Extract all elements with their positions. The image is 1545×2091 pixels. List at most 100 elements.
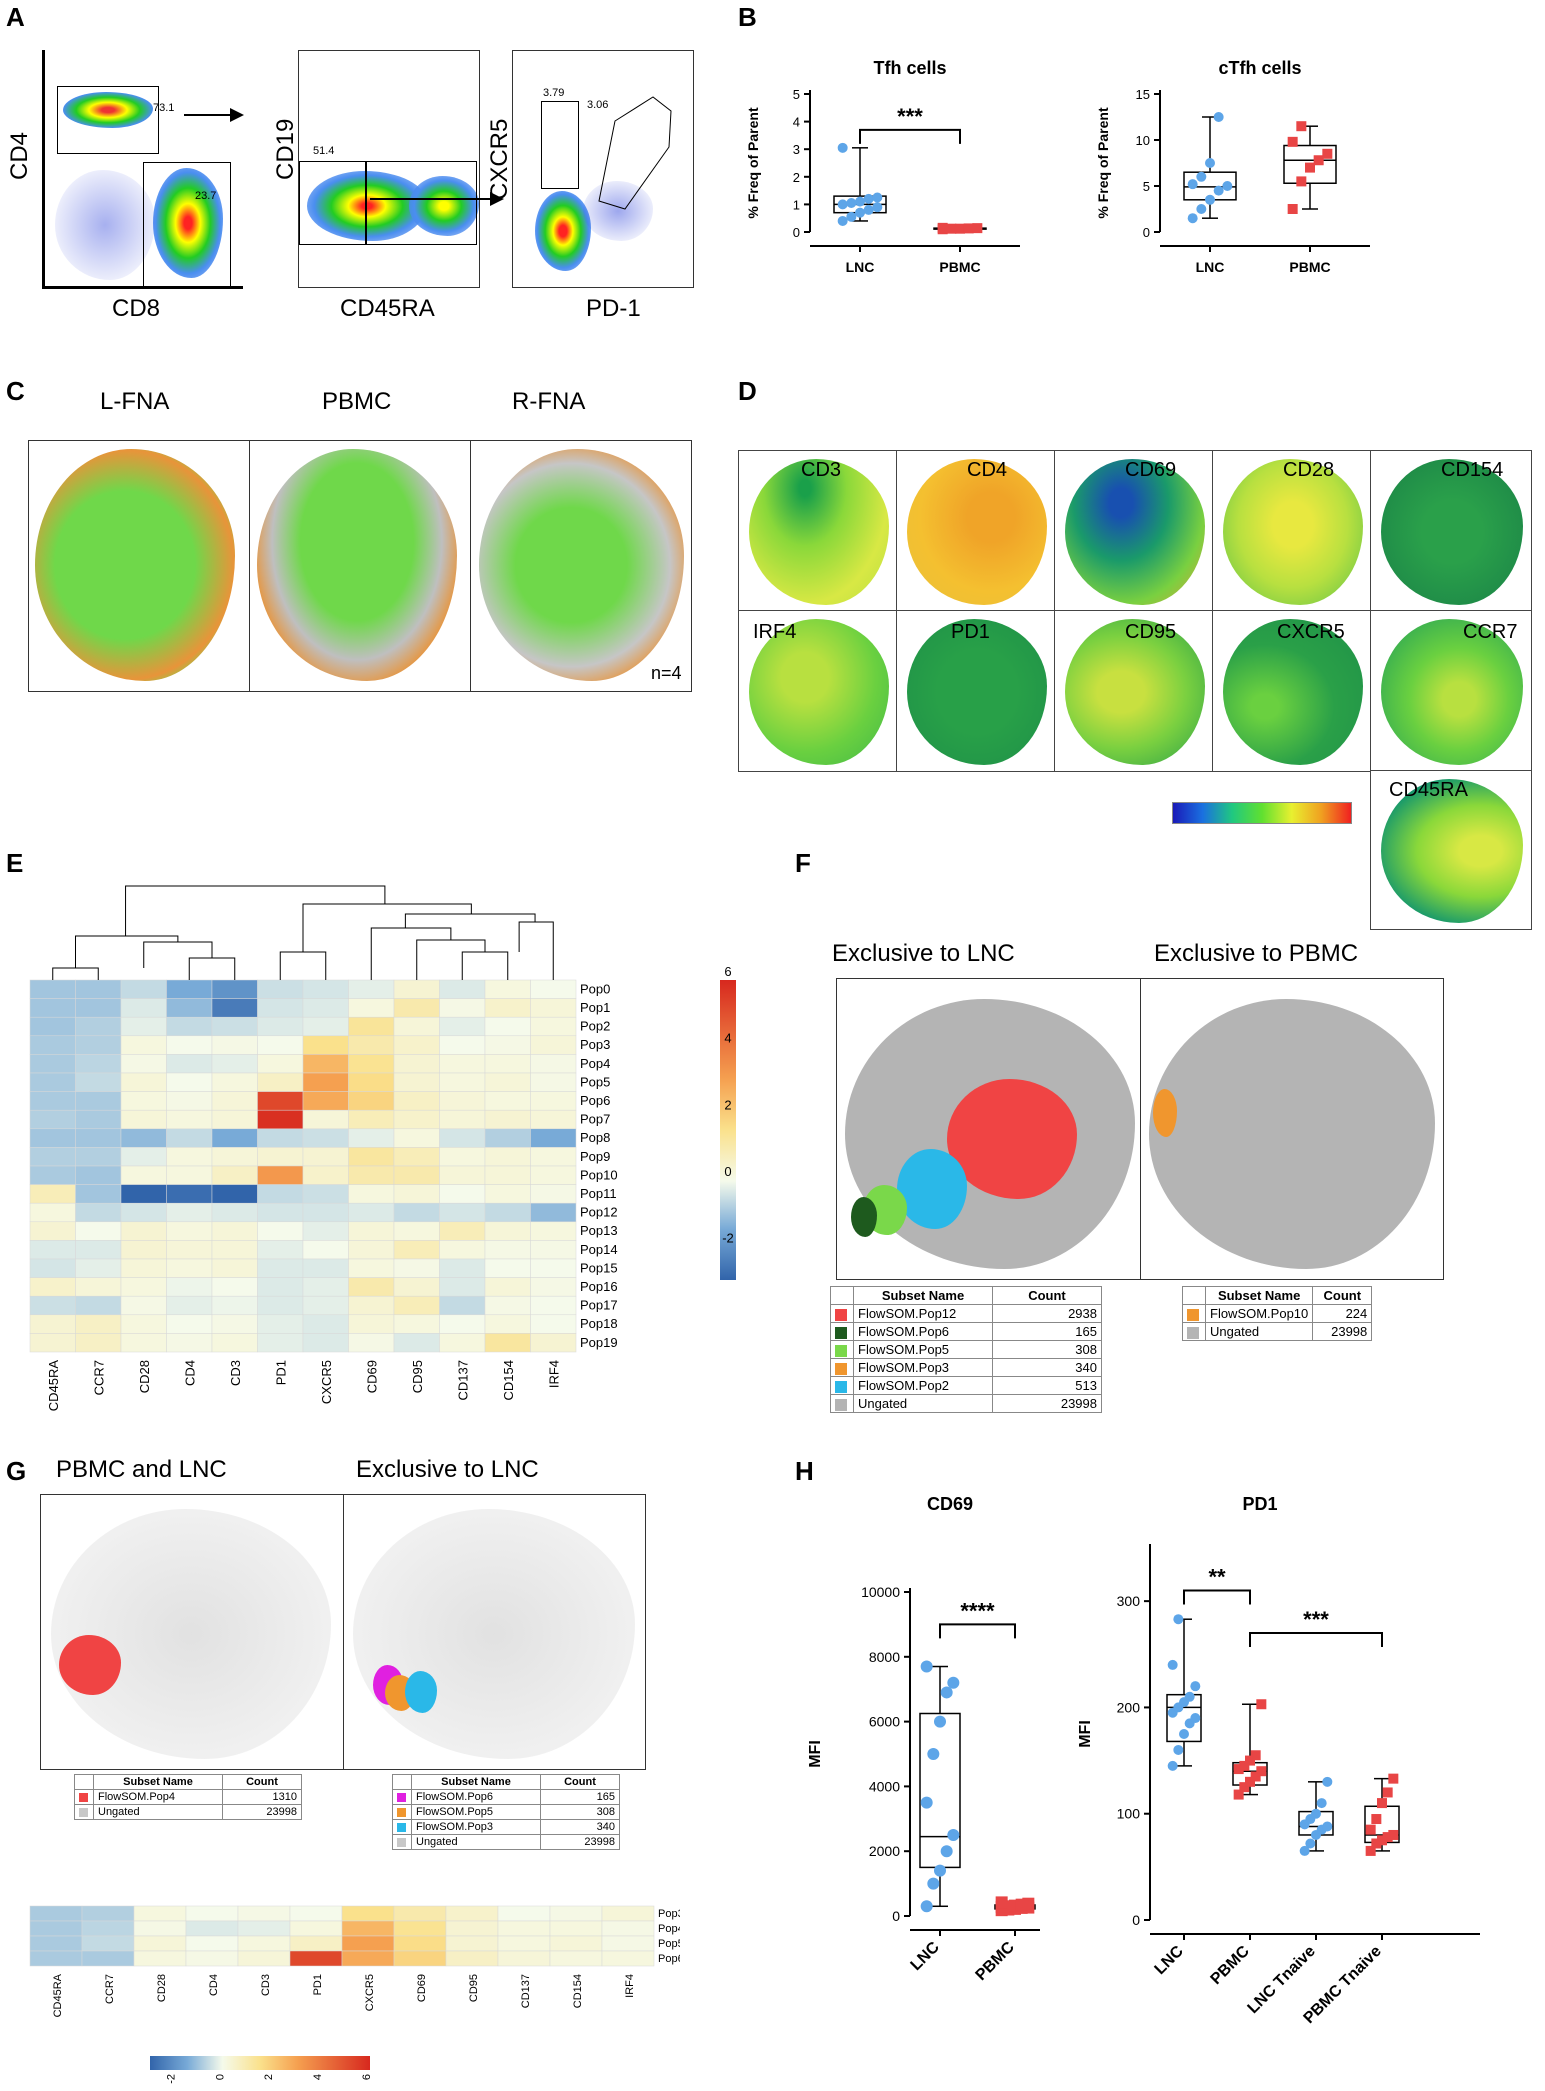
- heatmap-cell: [75, 1035, 122, 1055]
- data-point: [1205, 158, 1215, 168]
- heatmap-cell: [120, 1091, 167, 1111]
- marker-label: CD45RA: [1389, 779, 1468, 801]
- tile-cd28: CD28: [1212, 450, 1372, 612]
- title-exclusive-lnc: Exclusive to LNC: [832, 940, 1015, 967]
- heatmap-cell: [439, 1109, 486, 1130]
- heatmap-cell: [257, 1258, 304, 1278]
- heatmap-cell: [75, 1128, 122, 1148]
- heatmap-cell: [29, 1072, 76, 1092]
- colorbar-expression: [1172, 802, 1352, 824]
- colorbar-tick-label: 2: [724, 1097, 731, 1112]
- heatmap-cell: [439, 1258, 486, 1278]
- heatmap-cell: [257, 1221, 304, 1241]
- heatmap-cell: [133, 1905, 187, 1922]
- heatmap-cell: [484, 1054, 531, 1074]
- heatmap-cell: [439, 1016, 486, 1037]
- table-header: Subset Name: [93, 1774, 223, 1790]
- heatmap-cell: [530, 1128, 577, 1148]
- marker-label: CD69: [1125, 459, 1177, 481]
- heatmap-cell: [29, 998, 76, 1018]
- heatmap-cell: [211, 1035, 258, 1055]
- heatmap-cell: [237, 1920, 291, 1937]
- heatmap-cell: [393, 1054, 440, 1074]
- table-row: Ungated 23998: [1182, 1322, 1373, 1341]
- heatmap-cell: [120, 1184, 167, 1204]
- heatmap-cell: [601, 1920, 655, 1937]
- heatmap-cell: [302, 1109, 349, 1130]
- dendrogram-branch: [52, 967, 99, 980]
- chart-cd69-mfi: CD69 MFI 0 2000 4000 6000 8000 10000 LNC PBMC ****: [807, 1494, 1040, 1984]
- heatmap-cell: [211, 1240, 258, 1260]
- axis-label-cd4: CD4: [6, 131, 33, 180]
- significance-stars: ****: [960, 1598, 995, 1623]
- heatmap-cell: [133, 1950, 187, 1967]
- heatmap-cell: [211, 1333, 258, 1353]
- dendrogram-branch: [75, 935, 179, 968]
- colorbar-tick-label: 4: [724, 1031, 731, 1046]
- heatmap-cell: [445, 1920, 499, 1937]
- table-row: FlowSOM.Pop4 1310: [74, 1789, 302, 1805]
- table-header: Subset Name: [411, 1774, 541, 1790]
- heatmap-cell: [75, 1054, 122, 1074]
- heatmap-cell: [75, 1109, 122, 1130]
- heatmap-cell: [393, 1221, 440, 1241]
- heatmap-cell: [257, 1295, 304, 1316]
- box-iqr: [1166, 1693, 1202, 1743]
- y-tick-label: 10: [1136, 133, 1150, 148]
- row-label: Pop16: [580, 1279, 618, 1294]
- data-point: [1190, 1681, 1201, 1692]
- row-label: Pop10: [580, 1167, 618, 1182]
- panel-f: Exclusive to LNC Exclusive to PBMC Subse…: [820, 940, 1540, 1413]
- heatmap-cell: [445, 1950, 499, 1967]
- heatmap-cell: [166, 1035, 213, 1055]
- column-label: CXCR5: [319, 1360, 334, 1404]
- heatmap-cell: [484, 1258, 531, 1278]
- heatmap-cell: [439, 1147, 486, 1167]
- colorbar-tick-label: 0: [724, 1164, 731, 1179]
- heatmap-cell: [120, 998, 167, 1018]
- panel-label-f: F: [795, 848, 811, 878]
- heatmap-cell: [484, 1184, 531, 1204]
- heatmap-cell: [75, 1258, 122, 1278]
- y-tick-label: 6000: [869, 1714, 900, 1730]
- data-point: [846, 211, 857, 222]
- y-tick-label: 8000: [869, 1649, 900, 1665]
- gate-value: 23.7: [195, 190, 217, 202]
- chart-title: cTfh cells: [1218, 60, 1301, 78]
- heatmap-cell: [120, 1202, 167, 1223]
- column-label: CCR7: [104, 1974, 116, 2004]
- heatmap-cell: [120, 1147, 167, 1167]
- heatmap-cell: [211, 1258, 258, 1278]
- heatmap-cell: [530, 1165, 577, 1185]
- heatmap-cell: [530, 1184, 577, 1204]
- panel-label-a: A: [6, 2, 25, 32]
- y-tick-label: 100: [1117, 1806, 1141, 1822]
- y-tick-label: 4: [793, 115, 800, 130]
- panel-label-h: H: [795, 1456, 814, 1486]
- table-header: Count: [540, 1774, 620, 1790]
- data-point: [927, 1877, 940, 1890]
- row-label: Pop5: [580, 1074, 610, 1089]
- data-point: [1015, 1898, 1028, 1911]
- data-point: [1377, 1835, 1387, 1846]
- heatmap-cell: [445, 1935, 499, 1952]
- heatmap-cell: [348, 998, 395, 1018]
- data-point: [1187, 213, 1198, 224]
- heatmap-cell: [237, 1905, 291, 1922]
- heatmap-cell: [484, 1333, 531, 1353]
- heatmap-cell: [257, 1128, 304, 1148]
- gate-value: 3.06: [587, 99, 609, 111]
- data-point: [1287, 136, 1298, 147]
- table-exclusive-pbmc: Subset Name Count FlowSOM.Pop10 224 Ungate…: [1182, 1286, 1373, 1341]
- heatmap-cell: [75, 1147, 122, 1167]
- data-point: [1196, 204, 1207, 214]
- table-exclusive-lnc: Subset Name Count FlowSOM.Pop12 2938 FlowS…: [830, 1286, 1102, 1413]
- table-row: Ungated 23998: [830, 1394, 1102, 1413]
- table-row: FlowSOM.Pop12 2938: [830, 1304, 1102, 1323]
- y-tick-label: 4000: [869, 1778, 900, 1794]
- heatmap-cell: [120, 1333, 167, 1353]
- y-axis-label: % Freq of Parent: [745, 107, 761, 219]
- heatmap-cell: [211, 1277, 258, 1297]
- tile-irf4: IRF4: [738, 610, 898, 772]
